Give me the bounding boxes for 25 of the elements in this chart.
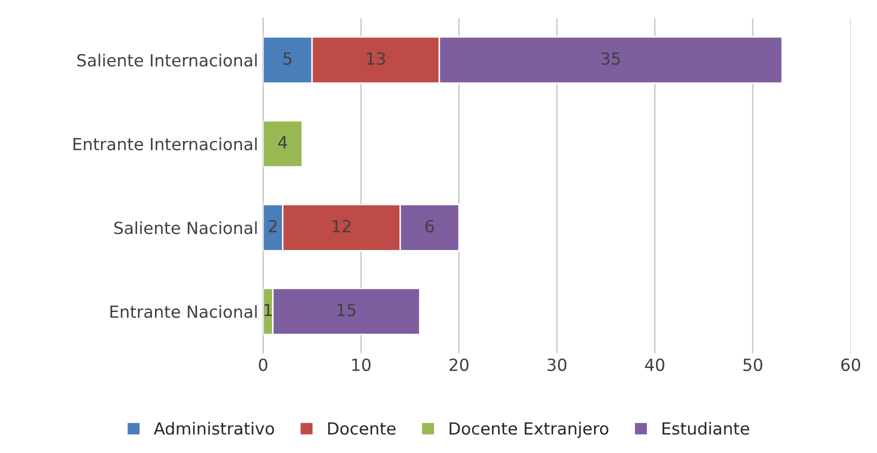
legend-label: Docente Extranjero [450,422,608,438]
x-tick-label: 40 [645,358,664,372]
x-tick-label: 0 [258,358,268,372]
data-label: 35 [601,52,620,65]
x-tick-label: 30 [548,358,566,372]
data-label: 2 [268,220,277,232]
data-label: 13 [366,52,385,65]
data-label: 15 [338,304,356,316]
x-tick-label: 60 [841,358,860,372]
bar [263,120,303,168]
legend-label: Administrativo [154,422,274,435]
y-tick-label: Saliente Internacional [77,54,257,67]
data-label: 4 [278,136,288,148]
x-tick-label: 10 [352,358,371,372]
y-tick-label: Entrante Internacional [74,137,257,150]
data-label: 1 [264,304,272,316]
data-label: 6 [425,220,434,232]
data-label: 12 [332,220,350,232]
legend-label: Estudiante [662,422,750,435]
legend-label: Docente [328,422,396,435]
y-tick-label: Saliente Nacional [114,221,257,234]
x-tick-label: 50 [743,358,762,372]
x-tick-label: 20 [450,358,468,372]
data-label: 5 [284,52,292,65]
y-tick-label: Entrante Nacional [110,305,257,318]
